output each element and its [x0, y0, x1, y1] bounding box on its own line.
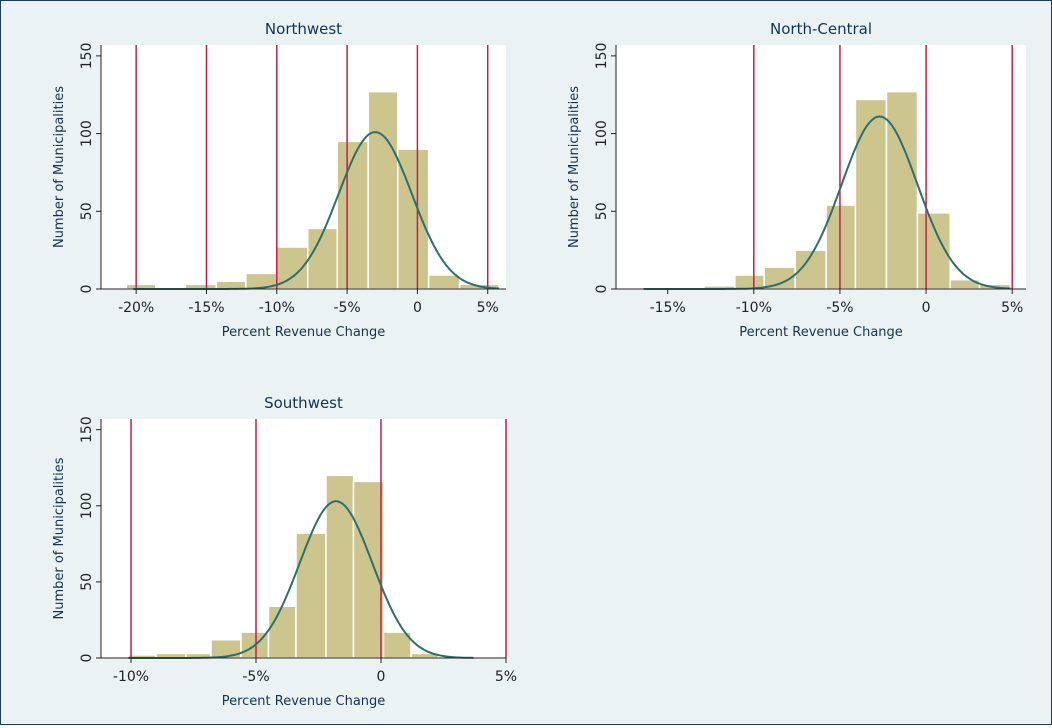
y-axis-label: Number of Municipalities	[52, 86, 67, 248]
histogram-bar	[267, 605, 297, 659]
histogram-bar	[295, 532, 327, 659]
histogram-bar	[854, 98, 888, 290]
panel-title: North-Central	[770, 20, 872, 38]
y-tick-label: 150	[79, 416, 95, 443]
x-tick-label: -10%	[736, 300, 772, 316]
x-tick-label: 0	[377, 669, 386, 685]
histogram-bar	[382, 631, 412, 659]
panel-north-central: 0 50 100 150 -15% -10% -5% 0 5% North-Central Perc…	[526, 1, 1051, 361]
panel-northwest: 0 50 100 150 -20% -15% -10% -5% 0 5% Northwest Perc…	[1, 1, 526, 361]
panel-title: Northwest	[265, 20, 342, 38]
y-tick-label: 100	[79, 492, 95, 519]
histogram-bar	[306, 227, 338, 290]
panel-southwest: 0 50 100 150 -10% -5% 0 5% Southwest Percent Reve…	[1, 366, 526, 724]
plot-area	[616, 45, 1026, 289]
y-tick-label: 0	[79, 285, 95, 294]
y-tick-label: 100	[79, 120, 95, 147]
y-tick-label: 50	[594, 202, 610, 220]
x-axis-label: Percent Revenue Change	[222, 325, 386, 340]
x-tick-label: -5%	[333, 300, 360, 316]
panel-title: Southwest	[264, 394, 343, 412]
y-tick-label: 100	[594, 120, 610, 147]
histogram-bar	[367, 90, 399, 290]
x-tick-label: -10%	[259, 300, 295, 316]
y-tick-label: 50	[79, 202, 95, 220]
chart-northwest: 0 50 100 150 -20% -15% -10% -5% 0 5% Northwest Perc…	[52, 20, 506, 340]
histogram-bar	[825, 204, 857, 290]
x-tick-label: 5%	[1001, 300, 1023, 316]
x-tick-label: -5%	[242, 669, 269, 685]
y-axis-label: Number of Municipalities	[567, 86, 582, 248]
x-tick-label: -15%	[188, 300, 224, 316]
y-tick-label: 150	[594, 43, 610, 70]
x-tick-label: 5%	[477, 300, 499, 316]
x-tick-label: -5%	[826, 300, 853, 316]
x-axis-label: Percent Revenue Change	[739, 325, 903, 340]
x-tick-label: 0	[922, 300, 931, 316]
histogram-bar	[352, 480, 385, 659]
y-axis-label: Number of Municipalities	[52, 457, 67, 619]
x-axis-label: Percent Revenue Change	[222, 694, 386, 709]
y-tick-label: 150	[79, 43, 95, 70]
x-tick-label: -15%	[650, 300, 686, 316]
histogram-bar	[427, 274, 461, 290]
histogram-bar	[325, 474, 355, 659]
histogram-bar	[885, 90, 919, 290]
y-tick-label: 50	[79, 573, 95, 591]
y-tick-label: 0	[594, 285, 610, 294]
chart-southwest: 0 50 100 150 -10% -5% 0 5% Southwest Percent Reve…	[52, 394, 517, 709]
x-tick-label: -10%	[113, 669, 149, 685]
chart-north-central: 0 50 100 150 -15% -10% -5% 0 5% North-Central Perc…	[567, 20, 1026, 340]
histogram-bar	[336, 140, 369, 290]
x-tick-label: 5%	[495, 669, 517, 685]
y-tick-label: 0	[79, 654, 95, 663]
x-tick-label: -20%	[118, 300, 154, 316]
x-tick-label: 0	[413, 300, 422, 316]
